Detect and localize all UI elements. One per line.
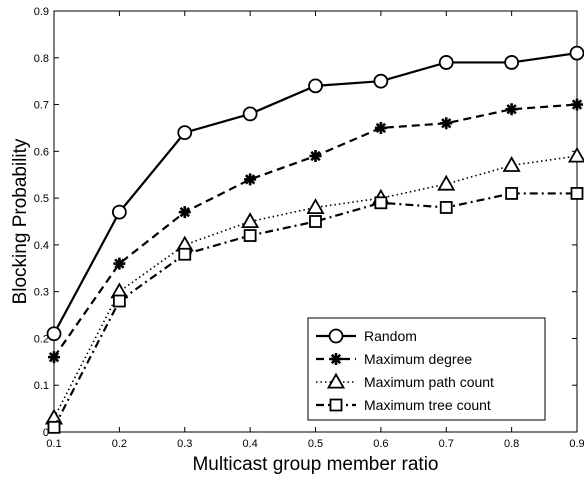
data-point [373,73,389,89]
data-point [177,125,193,141]
data-point [438,55,454,70]
legend-label: Random [364,328,417,344]
data-point [440,117,453,130]
y-tick-label: 0.3 [34,287,49,299]
data-point [243,229,257,242]
y-tick-label: 0.1 [34,380,49,392]
x-tick-label: 0.9 [569,438,584,450]
data-point [374,196,388,210]
data-point [505,187,519,200]
data-point [504,55,520,70]
y-tick-label: 0.6 [34,146,49,158]
x-tick-label: 0.8 [504,438,519,450]
data-point [241,212,260,229]
data-point [567,146,584,163]
data-point [309,215,322,228]
data-point [46,326,62,342]
data-point [309,150,322,163]
data-point [571,98,583,111]
data-point [374,121,387,134]
y-tick-label: 0.5 [34,193,49,205]
y-tick-label: 0.7 [34,100,49,112]
y-tick-label: 0.2 [34,333,49,345]
x-tick-label: 0.4 [242,438,257,450]
legend-marker [326,372,346,389]
data-point [242,106,258,122]
data-point [178,206,191,219]
series-line-1 [53,52,578,335]
legend-label: Maximum path count [364,374,494,390]
data-point [439,201,453,214]
data-point [569,45,584,61]
data-point [570,187,584,200]
series-line-4 [53,192,577,428]
data-point [308,78,323,94]
legend-marker [328,328,344,344]
data-point [112,294,126,308]
data-point [113,257,126,270]
x-tick-label: 0.5 [308,438,323,450]
data-point [111,204,127,220]
data-point [505,103,518,116]
x-tick-label: 0.1 [46,438,61,450]
y-tick-label: 0 [43,427,49,439]
x-tick-label: 0.3 [177,438,192,450]
x-axis-title: Multicast group member ratio [192,454,438,475]
y-tick-label: 0.8 [34,53,49,65]
legend-marker [329,398,343,412]
data-point [502,156,521,172]
y-tick-label: 0.9 [34,6,49,18]
x-tick-label: 0.6 [373,438,388,450]
x-tick-label: 0.2 [112,438,127,450]
data-point [47,420,61,434]
data-point [48,351,60,364]
data-point [306,198,325,214]
x-tick-label: 0.7 [439,438,454,450]
legend-marker [330,353,342,365]
y-tick-label: 0.4 [34,240,49,252]
data-point [244,173,257,186]
data-point [178,247,192,261]
y-axis-title: Blocking Probability [10,138,31,304]
data-point [437,174,456,191]
legend-label: Maximum tree count [364,397,491,413]
legend-label: Maximum degree [364,351,472,367]
